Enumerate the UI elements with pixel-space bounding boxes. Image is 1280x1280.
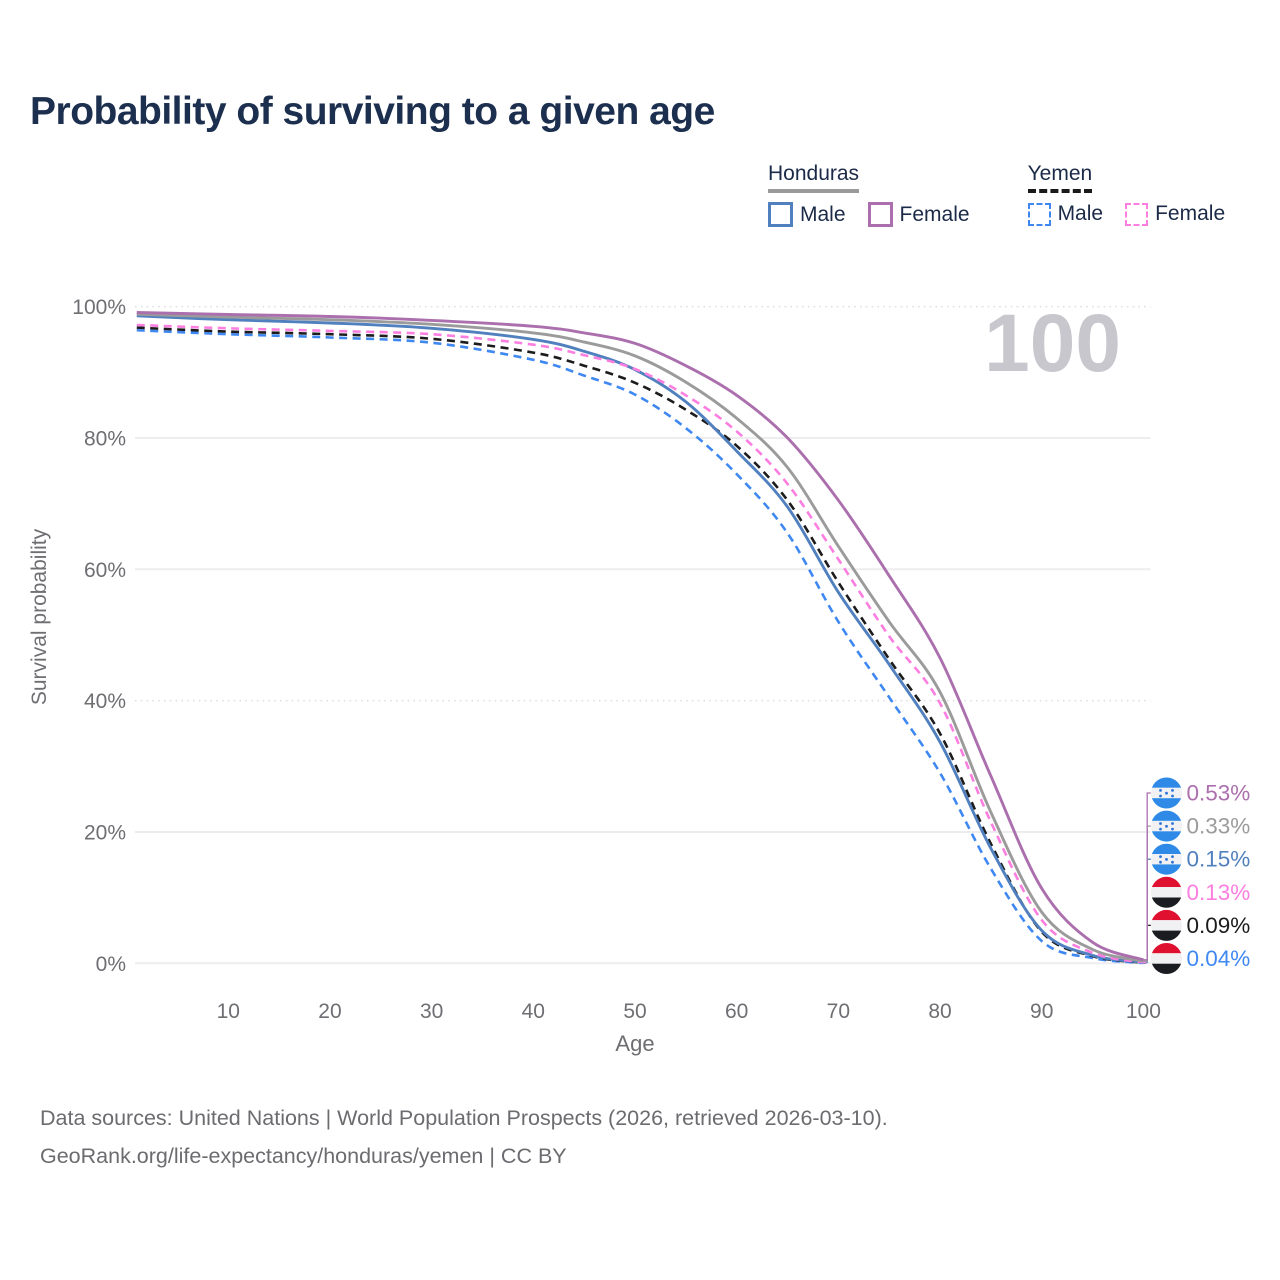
legend-item-label: Female [899,202,970,226]
hover-age-watermark: 100 [984,298,1121,389]
footer-line-2: GeoRank.org/life-expectancy/honduras/yem… [40,1144,567,1168]
yemen-male-swatch-icon [1027,202,1051,226]
legend-item-yemen-female[interactable]: Female [1125,202,1225,226]
endpoint-value-label: 0.09% [1187,913,1251,938]
legend-group-yemen-label: Yemen [1027,162,1093,193]
y-tick-label: 100% [72,296,126,319]
honduras-flag-icon [1151,810,1182,842]
legend-group-honduras-label: Honduras [768,162,860,193]
honduras-male-swatch-icon [768,202,793,227]
x-tick-label: 90 [1030,1000,1053,1023]
endpoint-value-label: 0.13% [1187,880,1251,905]
legend-item-label: Male [1057,202,1104,225]
x-tick-label: 10 [217,1000,240,1023]
data-sources-footer: Data sources: United Nations | World Pop… [40,1106,888,1182]
honduras-female-swatch-icon [867,202,893,227]
series-line-honduras-both-sexes [136,312,1144,963]
x-tick-label: 30 [420,1000,443,1023]
series-line-yemen-female [136,323,1144,964]
honduras-flag-icon [1151,843,1182,875]
y-tick-label: 60% [84,559,126,582]
yemen-flag-icon [1151,943,1182,974]
y-axis-title: Survival probability [28,528,51,705]
x-tick-label: 60 [725,1000,748,1023]
legend-item-honduras-female[interactable]: Female [867,202,970,227]
endpoint-value-label: 0.33% [1187,814,1251,839]
endpoint-value-label: 0.15% [1187,847,1251,872]
x-axis-title: Age [615,1031,654,1056]
legend-item-honduras-male[interactable]: Male [768,202,846,227]
legend-item-label: Female [1155,202,1226,225]
y-tick-label: 40% [84,690,126,713]
endpoint-connector-line [1143,792,1151,961]
y-tick-label: 80% [84,427,126,450]
yemen-flag-icon [1151,909,1182,941]
x-tick-label: 40 [522,1000,545,1023]
x-tick-label: 70 [827,1000,850,1023]
x-tick-label: 100 [1126,1000,1161,1023]
y-tick-label: 20% [84,821,126,844]
legend-group-yemen: Yemen Male Female [1027,162,1225,227]
chart-legend: Honduras Male Female Yemen Male Female [768,162,1225,227]
x-tick-label: 20 [318,1000,341,1023]
legend-item-yemen-male[interactable]: Male [1027,202,1104,226]
series-line-yemen-both-sexes [136,326,1144,964]
endpoint-value-label: 0.53% [1187,781,1251,806]
legend-group-honduras: Honduras Male Female [768,162,970,227]
yemen-flag-icon [1151,876,1182,908]
x-tick-label: 50 [623,1000,646,1023]
series-line-honduras-male [136,314,1144,964]
page-title: Probability of surviving to a given age [30,90,715,133]
legend-item-label: Male [800,202,846,226]
footer-line-1: Data sources: United Nations | World Pop… [40,1106,888,1130]
honduras-flag-icon [1151,777,1182,809]
yemen-female-swatch-icon [1125,202,1149,226]
series-line-yemen-male [136,328,1144,965]
x-tick-label: 80 [928,1000,951,1023]
series-line-honduras-female [136,311,1144,962]
y-tick-label: 0% [96,953,126,976]
endpoint-value-label: 0.04% [1187,946,1251,971]
